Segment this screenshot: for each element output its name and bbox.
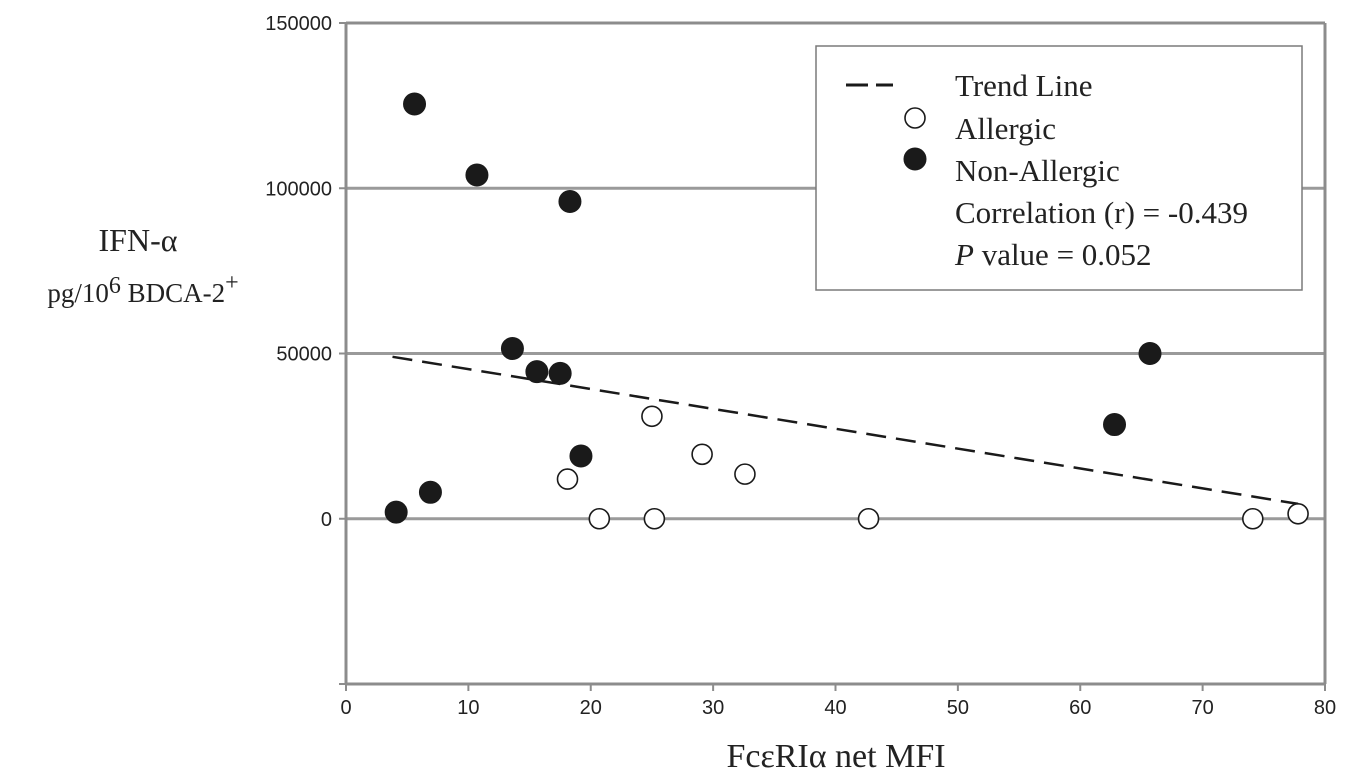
allergic-point (588, 507, 611, 530)
x-tick-label: 50 (947, 697, 969, 719)
trend-line (392, 355, 1299, 506)
axis-layer: 0 10 20 30 40 50 60 70 80 0 50000 100000 150000 (265, 13, 1336, 719)
legend-allergic-marker (904, 107, 926, 129)
nonallergic-point (569, 444, 593, 468)
allergic-point (691, 443, 713, 466)
y-axis-label: IFN-α (99, 222, 178, 258)
allergic-point (643, 507, 666, 530)
x-tick-label: 0 (340, 697, 351, 719)
nonallergic-point (384, 500, 408, 524)
x-tick-label: 60 (1069, 697, 1091, 719)
legend-box (815, 45, 1303, 291)
y-axis-sublabel: pg/106 BDCA-2+ (47, 270, 238, 308)
legend-p-text: value = 0.052 (974, 237, 1152, 272)
y-tick-label: 50000 (276, 344, 332, 366)
legend-allergic-label: Allergic (955, 111, 1056, 146)
trend-layer (392, 355, 1299, 506)
y-axis-sublabel-base: pg/10 (47, 278, 109, 308)
nonallergic-point (403, 92, 427, 116)
x-tick-label: 70 (1192, 697, 1214, 719)
y-axis-sublabel-plus: + (225, 270, 239, 296)
legend-nonallergic-label: Non-Allergic (955, 153, 1120, 188)
x-tick-label: 30 (702, 697, 724, 719)
allergic-point (1241, 507, 1264, 530)
allergic-point (556, 468, 579, 490)
x-tick-label: 20 (580, 697, 602, 719)
legend-correlation: Correlation (r) = -0.439 (955, 195, 1248, 230)
x-tick-label: 80 (1314, 697, 1336, 719)
legend-p-symbol: P (954, 237, 974, 272)
legend-nonallergic-marker (903, 147, 927, 171)
nonallergic-point (1138, 342, 1162, 365)
x-axis-label: FcεRIα net MFI (726, 738, 945, 774)
nonallergic-point (500, 337, 524, 361)
allergic-point (641, 405, 663, 428)
nonallergic-point (465, 163, 489, 187)
y-axis-sublabel-exponent: 6 (109, 273, 121, 299)
legend-trend-label: Trend Line (955, 68, 1093, 103)
x-tick-label: 10 (457, 697, 479, 719)
y-tick-label: 100000 (265, 178, 332, 200)
nonallergic-point (1103, 413, 1127, 437)
y-axis-sublabel-rest: BDCA-2 (121, 278, 225, 308)
nonallergic-point (418, 480, 442, 504)
nonallergic-point (548, 361, 572, 385)
y-tick-label: 0 (321, 509, 332, 531)
allergic-point (1287, 502, 1309, 525)
y-tick-label: 150000 (265, 13, 332, 35)
nonallergic-point (525, 360, 549, 384)
allergic-point (734, 463, 756, 485)
legend: Trend Line Allergic Non-Allergic Correla… (815, 45, 1303, 291)
legend-p-value: P value = 0.052 (954, 237, 1152, 272)
points-layer (384, 92, 1309, 530)
allergic-point (857, 507, 880, 530)
x-tick-label: 40 (824, 697, 846, 719)
nonallergic-point (558, 189, 582, 213)
